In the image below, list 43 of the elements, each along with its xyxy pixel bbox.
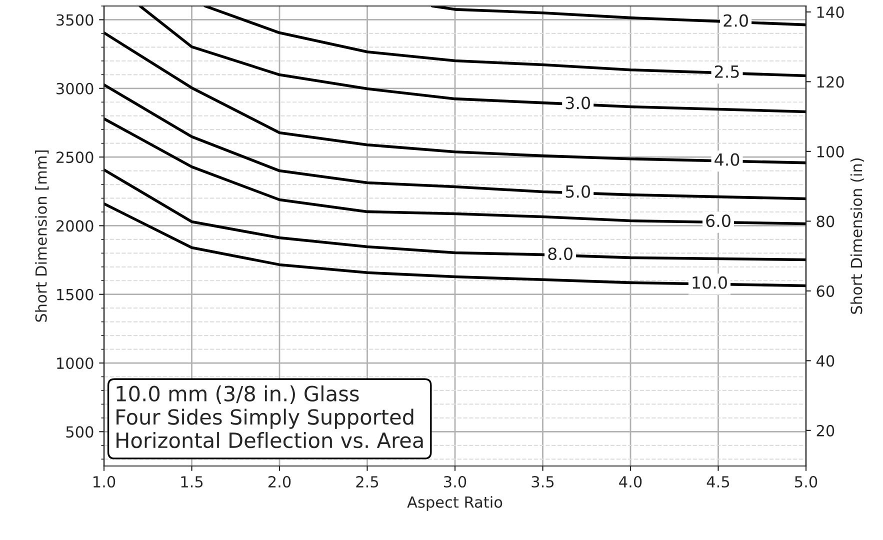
series-label: 5.0 (566, 185, 590, 198)
y-tick-label: 3000 (56, 82, 94, 94)
y-tick-label: 3500 (56, 14, 94, 26)
x-tick-label: 1.5 (181, 476, 203, 488)
series-label: 2.0 (724, 14, 748, 27)
x-tick-label: 4.0 (619, 476, 642, 488)
y2-tick-label: 120 (817, 76, 844, 88)
y2-tick-label: 60 (816, 285, 834, 297)
x-tick-label: 1.0 (94, 476, 116, 488)
line-series (104, 168, 806, 262)
x-tick-label: 2.0 (268, 476, 291, 488)
series-label: 3.0 (566, 96, 590, 110)
series-label: 6.0 (706, 214, 730, 228)
x-tick-label: 4.5 (706, 476, 730, 488)
x-tick-label: 3.0 (444, 476, 466, 488)
x-axis-title: Aspect Ratio (407, 496, 502, 511)
y2-tick-label: 80 (816, 216, 834, 228)
annotation: 10.0 mm (3/8 in.) Glass Four Sides Simply Supported Horizontal Deflection vs. Area (116, 385, 423, 448)
y-tick-label: 1000 (57, 357, 94, 370)
series-label: 4.0 (714, 153, 740, 166)
y2-tick-label: 140 (817, 6, 844, 18)
line-series (104, 202, 806, 288)
series-label: 8.0 (548, 248, 572, 260)
line-series (104, 83, 806, 200)
y-tick-label: 500 (66, 426, 94, 438)
line-series (138, 6, 806, 114)
line-series (430, 6, 806, 26)
line-series (104, 117, 806, 226)
line-series (104, 31, 806, 164)
x-tick-label: 2.5 (356, 476, 378, 488)
y2-tick-label: 20 (816, 424, 834, 436)
y-tick-label: 2500 (56, 152, 94, 164)
line-series (204, 6, 806, 78)
y-tick-label: 1500 (57, 288, 94, 300)
x-tick-label: 3.5 (532, 476, 554, 488)
y2-axis-title: Short Dimension (in) (850, 158, 864, 314)
series-label: 10.0 (692, 276, 727, 289)
y-axis-title: Short Dimension [mm] (35, 150, 49, 322)
y2-tick-label: 100 (817, 146, 844, 158)
x-tick-label: 5.0 (795, 476, 818, 488)
y2-tick-label: 40 (816, 355, 834, 367)
series-label: 2.5 (714, 65, 739, 78)
y-tick-label: 2000 (56, 220, 94, 232)
